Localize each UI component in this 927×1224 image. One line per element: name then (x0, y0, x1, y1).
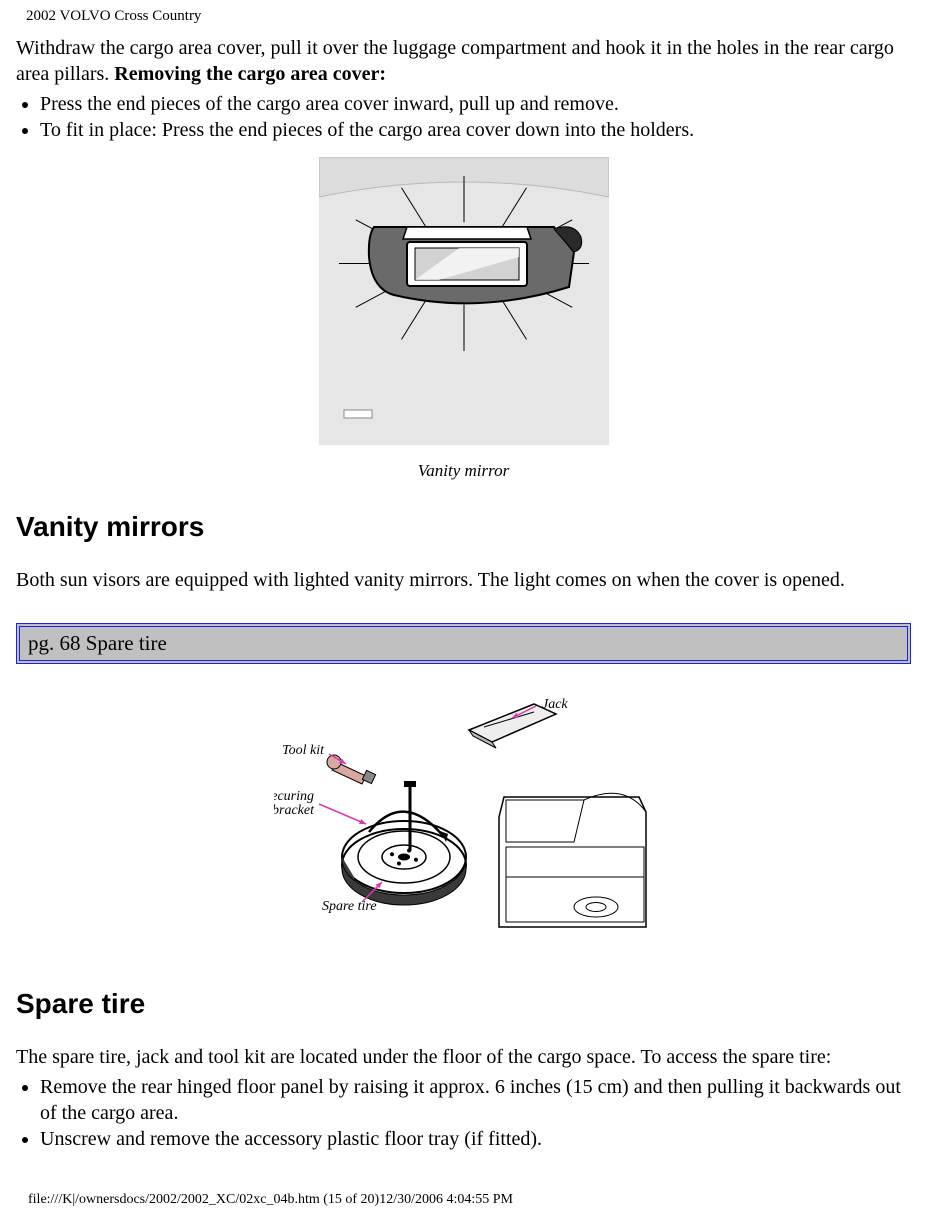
list-item: Unscrew and remove the accessory plastic… (40, 1126, 911, 1152)
section-heading-spare-tire: Spare tire (16, 988, 911, 1020)
svg-text:Securing: Securing (274, 789, 314, 804)
page-banner: pg. 68 Spare tire (16, 623, 911, 664)
section-heading-vanity-mirrors: Vanity mirrors (16, 511, 911, 543)
document-header: 2002 VOLVO Cross Country (26, 8, 911, 25)
section-body: Both sun visors are equipped with lighte… (16, 567, 911, 593)
figure-caption: Vanity mirror (16, 461, 911, 481)
figure-vanity-mirror: Vanity mirror (16, 157, 911, 481)
list-item: Press the end pieces of the cargo area c… (40, 91, 911, 117)
figure-spare-tire: Jack Tool kit Securingbracket Spare tire (16, 682, 911, 958)
intro-paragraph: Withdraw the cargo area cover, pull it o… (16, 35, 911, 87)
vanity-mirror-diagram (319, 157, 609, 445)
svg-text:Spare tire: Spare tire (322, 899, 377, 914)
spare-tire-bullet-list: Remove the rear hinged floor panel by ra… (16, 1074, 911, 1152)
svg-text:bracket: bracket (274, 803, 315, 818)
svg-text:Tool kit: Tool kit (282, 743, 325, 758)
spare-tire-diagram: Jack Tool kit Securingbracket Spare tire (274, 682, 654, 952)
section-body: The spare tire, jack and tool kit are lo… (16, 1044, 911, 1070)
svg-text:Jack: Jack (542, 697, 568, 712)
list-item: Remove the rear hinged floor panel by ra… (40, 1074, 911, 1126)
list-item: To fit in place: Press the end pieces of… (40, 117, 911, 143)
intro-bold: Removing the cargo area cover: (114, 63, 386, 85)
intro-bullet-list: Press the end pieces of the cargo area c… (16, 91, 911, 143)
page-footer: file:///K|/ownersdocs/2002/2002_XC/02xc_… (28, 1192, 911, 1208)
